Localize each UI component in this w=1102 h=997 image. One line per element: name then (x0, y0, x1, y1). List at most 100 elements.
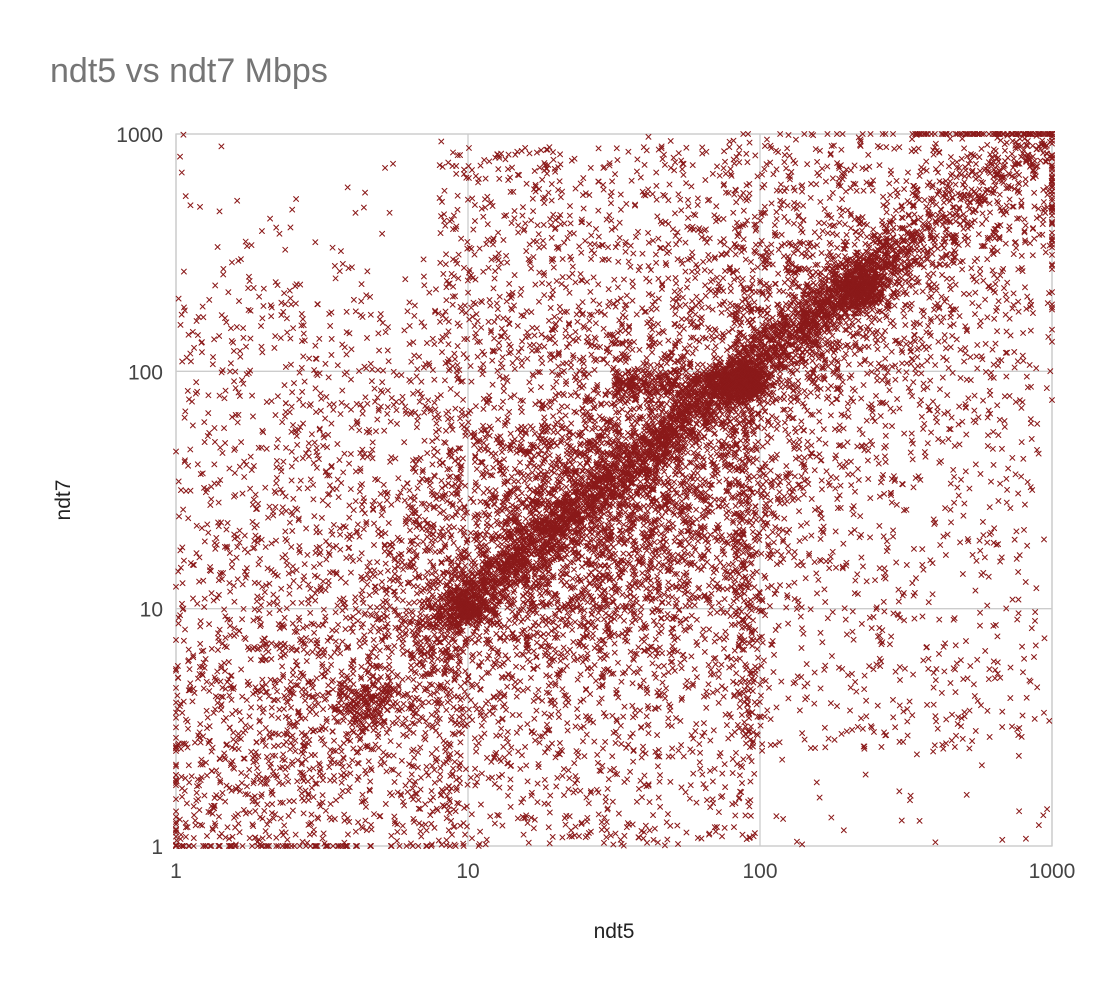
scatter-point (376, 731, 381, 736)
scatter-point (737, 145, 742, 150)
scatter-point (754, 518, 759, 523)
scatter-point (786, 292, 791, 297)
scatter-point (638, 616, 643, 621)
scatter-point (774, 427, 779, 432)
scatter-point (402, 830, 407, 835)
scatter-point (859, 396, 864, 401)
scatter-point (673, 312, 678, 317)
scatter-point (575, 707, 580, 712)
scatter-point (310, 650, 315, 655)
scatter-point (287, 799, 292, 804)
scatter-point (179, 774, 184, 779)
scatter-point (339, 749, 344, 754)
scatter-point (650, 350, 655, 355)
scatter-point (204, 708, 209, 713)
scatter-point (856, 467, 861, 472)
scatter-point (290, 759, 295, 764)
scatter-point (339, 780, 344, 785)
scatter-point (978, 266, 983, 271)
scatter-point (288, 679, 293, 684)
scatter-point (884, 145, 889, 150)
scatter-point (364, 771, 369, 776)
scatter-point (1044, 386, 1049, 391)
scatter-point (290, 600, 295, 605)
scatter-point (192, 813, 197, 818)
scatter-point (1028, 241, 1033, 246)
scatter-point (976, 232, 981, 237)
scatter-point (708, 440, 713, 445)
scatter-point (882, 566, 887, 571)
scatter-point (269, 641, 274, 646)
scatter-point (903, 323, 908, 328)
scatter-point (391, 753, 396, 758)
scatter-point (718, 560, 723, 565)
scatter-point (794, 137, 799, 142)
scatter-point (270, 802, 275, 807)
scatter-point (852, 352, 857, 357)
scatter-point (817, 409, 822, 414)
scatter-point (981, 278, 986, 283)
scatter-point (313, 240, 318, 245)
scatter-point (303, 698, 308, 703)
scatter-point (843, 222, 848, 227)
scatter-point (415, 542, 420, 547)
scatter-point (237, 710, 242, 715)
scatter-point (439, 139, 444, 144)
scatter-point (866, 152, 871, 157)
scatter-point (445, 680, 450, 685)
scatter-point (788, 407, 793, 412)
scatter-point (240, 617, 245, 622)
scatter-point (401, 701, 406, 706)
scatter-point (301, 739, 306, 744)
scatter-point (825, 260, 830, 265)
scatter-point (764, 317, 769, 322)
scatter-point (497, 785, 502, 790)
scatter-point (276, 716, 281, 721)
scatter-point (917, 174, 922, 179)
scatter-point (664, 401, 669, 406)
scatter-point (864, 167, 869, 172)
scatter-point (472, 736, 477, 741)
scatter-point (407, 601, 412, 606)
scatter-point (499, 726, 504, 731)
scatter-point (960, 136, 965, 141)
scatter-point (976, 304, 981, 309)
scatter-point (425, 570, 430, 575)
scatter-point (289, 705, 294, 710)
scatter-point (478, 829, 483, 834)
scatter-point (881, 194, 886, 199)
scatter-point (475, 682, 480, 687)
scatter-point (700, 362, 705, 367)
scatter-point (868, 362, 873, 367)
scatter-point (774, 416, 779, 421)
scatter-point (309, 638, 314, 643)
scatter-point (596, 146, 601, 151)
scatter-point (942, 333, 947, 338)
scatter-point (1041, 200, 1046, 205)
scatter-point (897, 789, 902, 794)
scatter-point (495, 543, 500, 548)
scatter-point (816, 376, 821, 381)
scatter-point (948, 345, 953, 350)
scatter-point (447, 524, 452, 529)
scatter-point (383, 330, 388, 335)
scatter-point (940, 273, 945, 278)
scatter-point (437, 733, 442, 738)
scatter-point (683, 604, 688, 609)
scatter-point (431, 615, 436, 620)
scatter-point (307, 705, 312, 710)
scatter-point (801, 203, 806, 208)
scatter-point (311, 795, 316, 800)
scatter-point (945, 393, 950, 398)
scatter-point (372, 812, 377, 817)
scatter-point (787, 439, 792, 444)
scatter-point (416, 750, 421, 755)
scatter-point (915, 276, 920, 281)
scatter-point (906, 170, 911, 175)
scatter-point (867, 315, 872, 320)
scatter-point (338, 651, 343, 656)
scatter-point (446, 529, 451, 534)
scatter-point (233, 386, 238, 391)
scatter-point (191, 836, 196, 841)
